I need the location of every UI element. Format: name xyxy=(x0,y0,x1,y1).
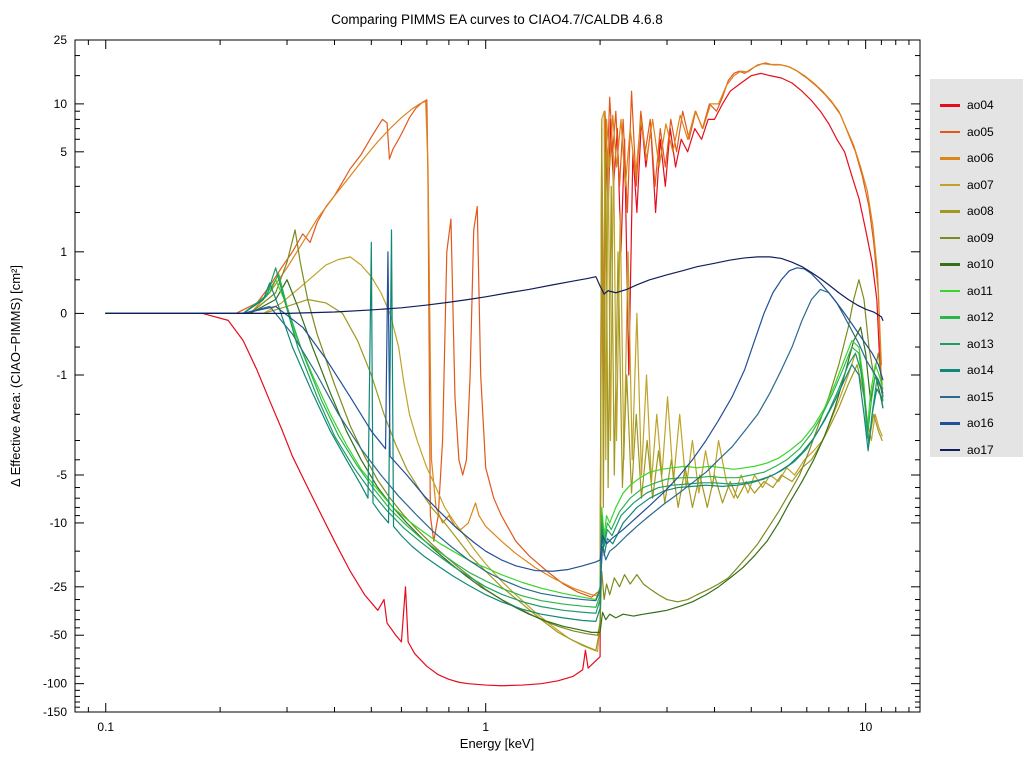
legend-item-ao04: ao04 xyxy=(940,92,1023,119)
y-tick-label: -5 xyxy=(56,468,67,482)
y-tick-label: 5 xyxy=(60,145,67,159)
plot-frame xyxy=(74,39,921,713)
x-tick-label: 0.1 xyxy=(97,720,114,734)
y-tick-label: -100 xyxy=(43,677,67,691)
legend-swatch-ao05 xyxy=(940,130,960,133)
legend-label: ao09 xyxy=(967,230,994,245)
legend-item-ao08: ao08 xyxy=(940,198,1023,225)
legend-swatch-ao06 xyxy=(940,157,960,160)
series-ao07 xyxy=(105,110,883,652)
series-ao06 xyxy=(105,63,882,597)
legend-label: ao14 xyxy=(967,363,994,378)
x-axis-label: Energy [keV] xyxy=(460,736,534,751)
x-tick-label: 10 xyxy=(859,720,873,734)
y-tick-label: -150 xyxy=(43,705,67,719)
x-tick-label: 1 xyxy=(482,720,489,734)
legend-label: ao17 xyxy=(967,442,994,457)
series-ao09 xyxy=(105,229,883,636)
y-tick-label: -50 xyxy=(50,628,68,642)
series-ao05 xyxy=(105,62,882,598)
legend-label: ao15 xyxy=(967,389,994,404)
legend-item-ao13: ao13 xyxy=(940,331,1023,358)
legend-label: ao08 xyxy=(967,204,994,219)
y-tick-label: 25 xyxy=(54,33,68,47)
legend-item-ao17: ao17 xyxy=(940,437,1023,464)
legend-swatch-ao13 xyxy=(940,342,960,345)
legend-label: ao12 xyxy=(967,310,994,325)
series-ao04 xyxy=(105,72,884,687)
series-ao16 xyxy=(105,251,884,572)
series-ao14 xyxy=(105,229,884,622)
legend-swatch-ao16 xyxy=(940,422,960,425)
y-tick-label: 1 xyxy=(60,245,67,259)
legend-item-ao14: ao14 xyxy=(940,357,1023,384)
legend-item-ao16: ao16 xyxy=(940,410,1023,437)
legend-swatch-ao14 xyxy=(940,369,960,372)
y-tick-label: -1 xyxy=(56,368,67,382)
legend-swatch-ao08 xyxy=(940,210,960,213)
y-tick-label: 0 xyxy=(60,306,67,320)
legend-item-ao15: ao15 xyxy=(940,384,1023,411)
legend-item-ao12: ao12 xyxy=(940,304,1023,331)
legend-swatch-ao09 xyxy=(940,236,960,239)
legend-item-ao10: ao10 xyxy=(940,251,1023,278)
series-ao10 xyxy=(105,279,884,633)
y-tick-label: -25 xyxy=(50,580,68,594)
legend-swatch-ao15 xyxy=(940,395,960,398)
y-tick-label: -10 xyxy=(50,516,68,530)
plot-border xyxy=(74,39,921,713)
series-ao17 xyxy=(105,256,884,321)
legend-label: ao06 xyxy=(967,151,994,166)
series-ao11 xyxy=(105,279,884,601)
legend-swatch-ao10 xyxy=(940,263,960,266)
series-ao12 xyxy=(105,273,884,608)
legend-swatch-ao07 xyxy=(940,183,960,186)
legend: ao04 ao05 ao06 ao07 ao08 ao09 ao10 ao11 ao12 ao13… xyxy=(930,79,1023,457)
legend-swatch-ao17 xyxy=(940,448,960,451)
legend-label: ao11 xyxy=(967,283,993,298)
legend-swatch-ao12 xyxy=(940,316,960,319)
y-axis-label: Δ Effective Area: (CIAO−PIMMS) [cm²] xyxy=(8,265,23,487)
legend-label: ao16 xyxy=(967,416,994,431)
legend-label: ao04 xyxy=(967,98,994,113)
legend-label: ao13 xyxy=(967,336,994,351)
legend-item-ao07: ao07 xyxy=(940,172,1023,199)
legend-item-ao11: ao11 xyxy=(940,278,1023,305)
legend-label: ao05 xyxy=(967,124,994,139)
legend-label: ao10 xyxy=(967,257,994,272)
series-ao15 xyxy=(105,288,884,602)
series-lines xyxy=(105,62,884,687)
chart-title: Comparing PIMMS EA curves to CIAO4.7/CAL… xyxy=(331,12,663,27)
y-tick-label: 10 xyxy=(54,97,68,111)
legend-item-ao06: ao06 xyxy=(940,145,1023,172)
legend-swatch-ao04 xyxy=(940,104,960,107)
legend-label: ao07 xyxy=(967,177,994,192)
legend-swatch-ao11 xyxy=(940,289,960,292)
legend-item-ao05: ao05 xyxy=(940,119,1023,146)
legend-item-ao09: ao09 xyxy=(940,225,1023,252)
series-ao13 xyxy=(105,267,884,614)
